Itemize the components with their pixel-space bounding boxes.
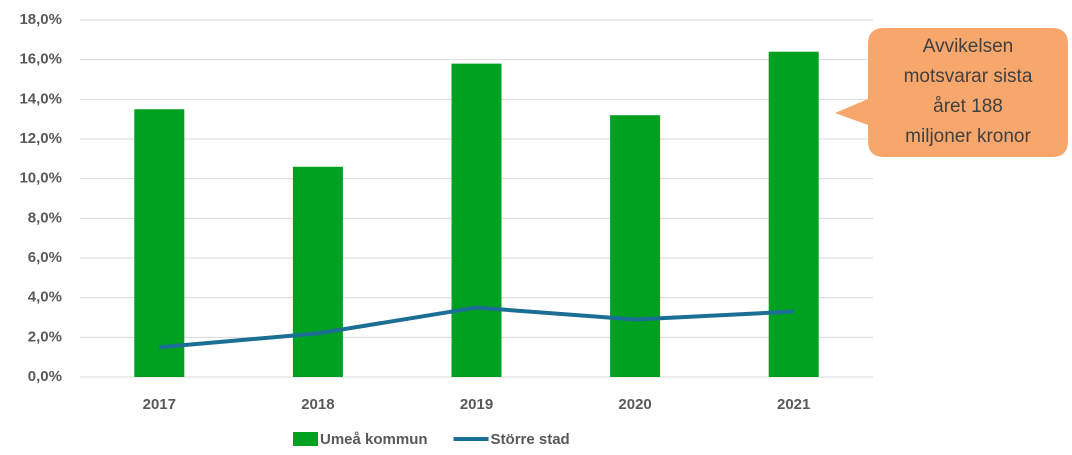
y-tick-label: 16,0% (19, 51, 62, 68)
callout (835, 28, 1068, 157)
line (159, 305, 794, 350)
annotation-text: året 188 (933, 96, 1003, 117)
bar (134, 109, 185, 377)
y-tick-label: 8,0% (28, 209, 62, 226)
bar (610, 115, 661, 377)
x-tick-label: 2021 (777, 396, 810, 413)
y-tick-label: 0,0% (28, 368, 62, 385)
annotation-text: Avvikelsen (923, 36, 1013, 57)
y-tick-label: 14,0% (19, 90, 62, 107)
legend-label: Större stad (491, 431, 570, 448)
y-tick-label: 4,0% (28, 289, 62, 306)
y-tick-label: 18,0% (19, 11, 62, 28)
x-tick-label: 2017 (143, 396, 176, 413)
x-tick-label: 2018 (301, 396, 334, 413)
y-tick-label: 10,0% (19, 170, 62, 187)
y-tick-label: 12,0% (19, 130, 62, 147)
bar (292, 166, 343, 377)
legend-swatch (293, 432, 318, 446)
bar (768, 51, 819, 377)
annotation-text: motsvarar sista (904, 66, 1033, 87)
legend-label: Umeå kommun (320, 431, 428, 448)
y-tick-label: 6,0% (28, 249, 62, 266)
bar (451, 63, 502, 378)
annotation-text: miljoner kronor (905, 126, 1031, 147)
y-tick-label: 2,0% (28, 328, 62, 345)
x-tick-label: 2019 (460, 396, 493, 413)
x-tick-label: 2020 (618, 396, 651, 413)
